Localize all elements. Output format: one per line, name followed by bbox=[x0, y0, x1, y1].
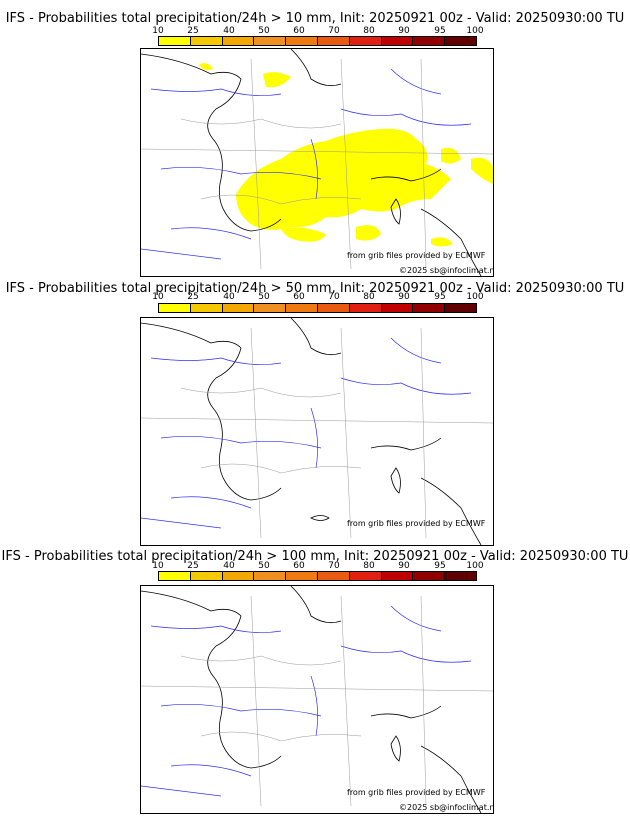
colorbar-segment-9 bbox=[445, 304, 476, 312]
rivers bbox=[141, 337, 472, 529]
credit-copyright: ©2025 sb@infoclimat.net bbox=[399, 266, 494, 275]
tick-40: 40 bbox=[223, 26, 235, 36]
colorbar-tick-labels: 10 25 40 50 60 70 80 90 95 100 bbox=[146, 561, 496, 571]
map-10mm: from grib files provided by ECMWF ©2025 … bbox=[140, 48, 494, 277]
panel-title: IFS - Probabilities total precipitation/… bbox=[5, 281, 625, 296]
colorbar-segment-5 bbox=[317, 304, 350, 312]
map-canvas bbox=[141, 586, 493, 813]
coastlines-and-borders bbox=[141, 49, 482, 276]
colorbar-segment-8 bbox=[413, 37, 446, 45]
tick-100: 100 bbox=[466, 292, 484, 302]
colorbar-segment-9 bbox=[445, 572, 476, 580]
panel-title: IFS - Probabilities total precipitation/… bbox=[5, 11, 625, 26]
tick-70: 70 bbox=[328, 561, 340, 571]
colorbar-segment-4 bbox=[286, 37, 318, 45]
colorbar-segment-0 bbox=[159, 304, 191, 312]
tick-10: 10 bbox=[152, 26, 164, 36]
colorbar-segment-6 bbox=[349, 37, 382, 45]
colorbar-segment-3 bbox=[254, 572, 287, 580]
colorbar bbox=[158, 36, 477, 46]
panel-title: IFS - Probabilities total precipitation/… bbox=[1, 549, 629, 564]
colorbar-segment-5 bbox=[317, 572, 350, 580]
tick-60: 60 bbox=[293, 561, 305, 571]
colorbar-segment-2 bbox=[222, 304, 255, 312]
probability-area bbox=[199, 63, 493, 247]
coastlines-and-borders bbox=[141, 586, 482, 813]
tick-25: 25 bbox=[187, 561, 199, 571]
colorbar-tick-labels: 10 25 40 50 60 70 80 90 95 100 bbox=[146, 26, 496, 36]
rivers bbox=[141, 68, 472, 260]
colorbar-segment-9 bbox=[445, 37, 476, 45]
colorbar-segment-1 bbox=[190, 304, 223, 312]
admin-boundaries bbox=[141, 327, 493, 539]
credit-source: from grib files provided by ECMWF bbox=[347, 519, 486, 528]
tick-100: 100 bbox=[466, 561, 484, 571]
colorbar-segment-3 bbox=[254, 37, 287, 45]
colorbar bbox=[158, 571, 477, 581]
colorbar-tick-labels: 10 25 40 50 60 70 80 90 95 100 bbox=[146, 292, 496, 302]
colorbar-segment-7 bbox=[381, 304, 414, 312]
admin-boundaries bbox=[141, 58, 493, 270]
colorbar-segment-2 bbox=[222, 572, 255, 580]
credit-copyright: ©2025 sb@infoclimat.net bbox=[399, 803, 494, 812]
tick-80: 80 bbox=[363, 561, 375, 571]
credit-source: from grib files provided by ECMWF bbox=[347, 788, 486, 797]
tick-50: 50 bbox=[258, 26, 270, 36]
tick-60: 60 bbox=[293, 26, 305, 36]
coastlines-and-borders bbox=[141, 318, 482, 545]
tick-80: 80 bbox=[363, 292, 375, 302]
tick-40: 40 bbox=[223, 292, 235, 302]
tick-50: 50 bbox=[258, 561, 270, 571]
colorbar-segment-6 bbox=[349, 572, 382, 580]
colorbar-segment-1 bbox=[190, 572, 223, 580]
map-50mm: from grib files provided by ECMWF bbox=[140, 317, 494, 546]
tick-25: 25 bbox=[187, 292, 199, 302]
colorbar-segment-2 bbox=[222, 37, 255, 45]
colorbar-segment-0 bbox=[159, 572, 191, 580]
colorbar-segment-4 bbox=[286, 572, 318, 580]
tick-95: 95 bbox=[434, 26, 446, 36]
tick-100: 100 bbox=[466, 26, 484, 36]
colorbar-segment-7 bbox=[381, 572, 414, 580]
colorbar-segment-8 bbox=[413, 572, 446, 580]
tick-90: 90 bbox=[398, 292, 410, 302]
tick-90: 90 bbox=[398, 26, 410, 36]
tick-60: 60 bbox=[293, 292, 305, 302]
colorbar-segment-3 bbox=[254, 304, 287, 312]
colorbar-segment-0 bbox=[159, 37, 191, 45]
tick-70: 70 bbox=[328, 292, 340, 302]
map-100mm: from grib files provided by ECMWF ©2025 … bbox=[140, 585, 494, 814]
tick-80: 80 bbox=[363, 26, 375, 36]
map-canvas bbox=[141, 318, 493, 545]
colorbar-segment-6 bbox=[349, 304, 382, 312]
tick-95: 95 bbox=[434, 561, 446, 571]
tick-70: 70 bbox=[328, 26, 340, 36]
credit-source: from grib files provided by ECMWF bbox=[347, 251, 486, 260]
colorbar-segment-8 bbox=[413, 304, 446, 312]
colorbar-segment-4 bbox=[286, 304, 318, 312]
colorbar-segment-5 bbox=[317, 37, 350, 45]
rivers bbox=[141, 605, 472, 797]
map-canvas bbox=[141, 49, 493, 276]
tick-10: 10 bbox=[152, 292, 164, 302]
tick-90: 90 bbox=[398, 561, 410, 571]
tick-95: 95 bbox=[434, 292, 446, 302]
tick-25: 25 bbox=[187, 26, 199, 36]
admin-boundaries bbox=[141, 595, 493, 807]
colorbar bbox=[158, 303, 477, 313]
colorbar-segment-7 bbox=[381, 37, 414, 45]
tick-10: 10 bbox=[152, 561, 164, 571]
colorbar-segment-1 bbox=[190, 37, 223, 45]
tick-50: 50 bbox=[258, 292, 270, 302]
tick-40: 40 bbox=[223, 561, 235, 571]
